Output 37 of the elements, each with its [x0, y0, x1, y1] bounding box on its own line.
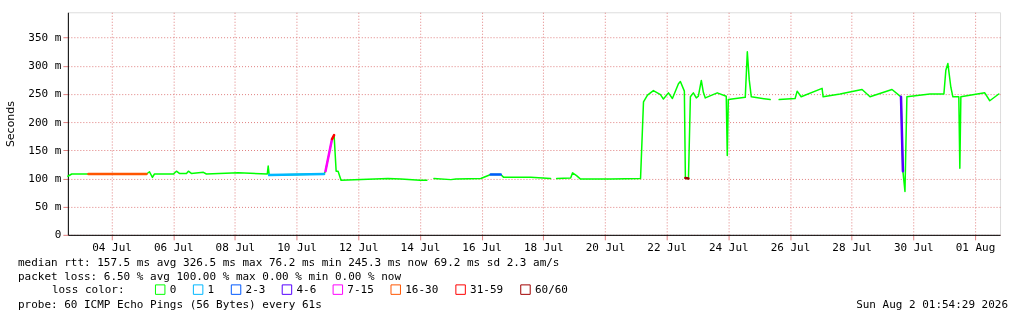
- text: packet loss: 6.50 % avg 100.00 % max 0.00 % min 0.00 % now: [17, 269, 402, 283]
- x-tick-label: 12 Jul: [338, 241, 379, 255]
- x-tick-label: 22 Jul: [647, 241, 687, 255]
- x-tick-label: 26 Jul: [770, 241, 811, 255]
- legend-label: 16-30: [405, 282, 439, 296]
- x-tick-label: 04 Jul: [92, 241, 132, 255]
- y-tick-label: 50 m: [34, 200, 62, 214]
- x-tick-label: 24 Jul: [708, 241, 749, 255]
- x-tick-label: 08 Jul: [215, 241, 256, 255]
- legend-label: 60/60: [534, 282, 568, 296]
- legend-label: 7-15: [347, 282, 374, 296]
- text: median rtt: 157.5 ms avg 326.5 ms max 76.2 ms min 245.3 ms now 69.2 ms sd 2.3 am/s: [17, 255, 560, 269]
- y-tick-label: 150 m: [28, 143, 62, 157]
- x-tick-label: 20 Jul: [585, 241, 626, 255]
- x-tick-label: 16 Jul: [462, 241, 502, 255]
- legend-label: 4-6: [296, 282, 317, 296]
- x-tick-label: 28 Jul: [832, 241, 872, 255]
- x-tick-label: 30 Jul: [894, 241, 934, 255]
- text: probe: 60 ICMP Echo Pings (56 Bytes) every 61s: [17, 297, 322, 311]
- x-tick-label: 14 Jul: [400, 241, 441, 255]
- legend-label: 0: [169, 282, 177, 296]
- y-tick-label: 350 m: [28, 31, 62, 45]
- y-tick-label: 0: [54, 228, 62, 242]
- legend-label: 31-59: [470, 282, 504, 296]
- text: Sun Aug 2 01:54:29 2026: [856, 297, 1009, 311]
- x-tick-label: 01 Aug: [955, 241, 996, 255]
- y-axis-title: Seconds: [4, 100, 18, 148]
- legend-title: loss color:: [51, 282, 125, 296]
- x-tick-label: 06 Jul: [153, 241, 194, 255]
- legend-label: 2-3: [245, 282, 266, 296]
- y-tick-label: 300 m: [28, 59, 62, 73]
- x-tick-label: 18 Jul: [523, 241, 564, 255]
- x-tick-label: 10 Jul: [277, 241, 317, 255]
- y-tick-label: 200 m: [28, 115, 62, 129]
- y-tick-label: 250 m: [28, 87, 62, 101]
- y-tick-label: 100 m: [28, 171, 62, 185]
- legend-label: 1: [207, 282, 215, 296]
